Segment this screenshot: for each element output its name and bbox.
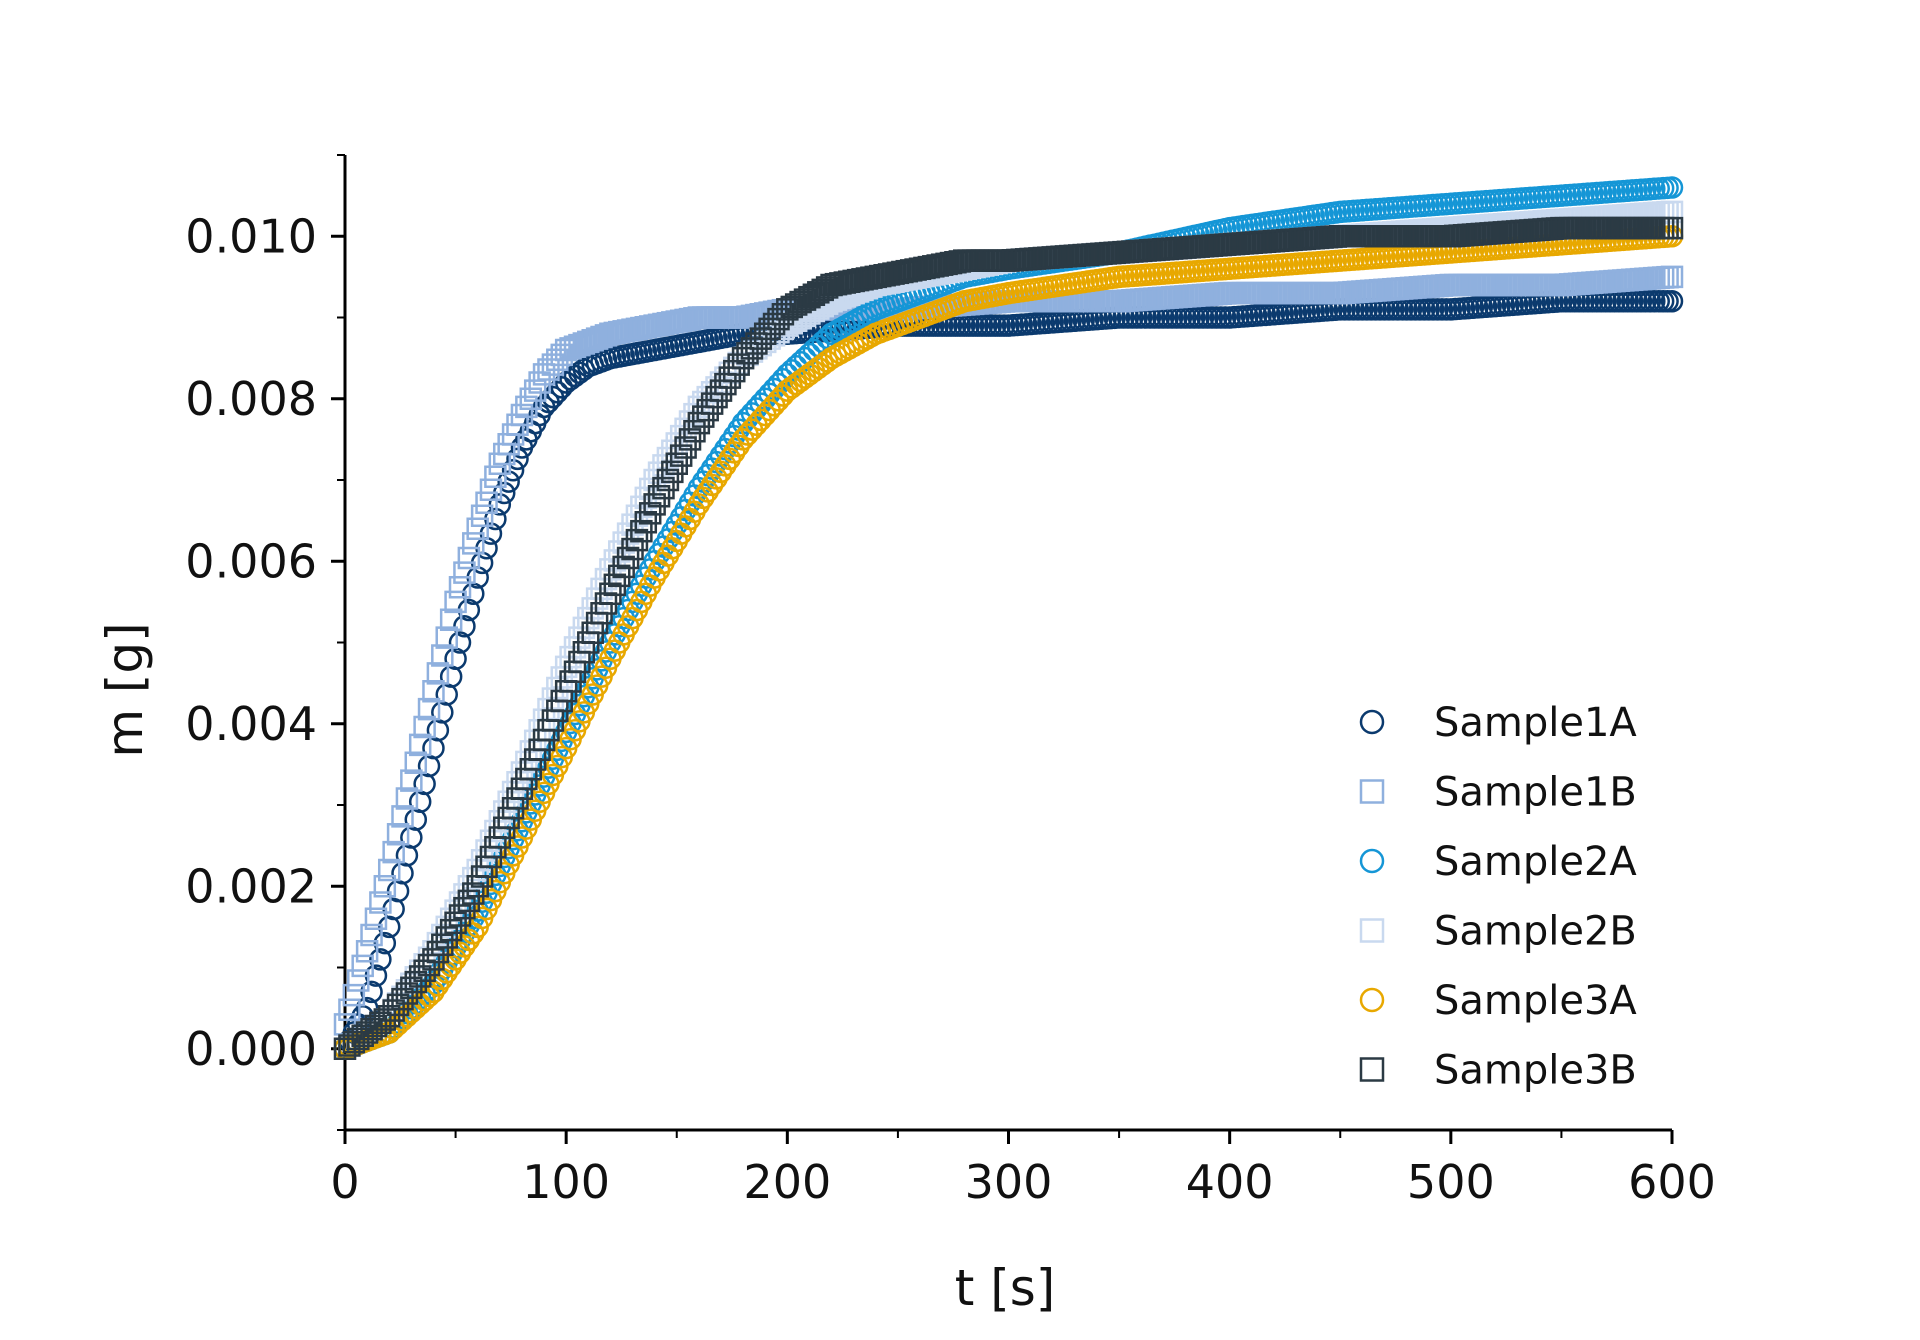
legend-label: Sample3B: [1434, 1048, 1637, 1094]
y-tick-label: 0.004: [185, 697, 317, 751]
x-tick-label: 300: [965, 1155, 1053, 1209]
x-tick-label: 600: [1628, 1155, 1716, 1209]
data-point: [475, 491, 498, 514]
data-point: [413, 715, 436, 739]
y-tick-label: 0.000: [185, 1022, 317, 1076]
data-point: [377, 858, 401, 882]
data-point: [435, 626, 458, 649]
data-point: [1660, 290, 1684, 313]
legend-item-sample1a: Sample1A: [1359, 700, 1637, 746]
legend-marker: [1359, 848, 1385, 874]
legend-item-sample1b: Sample1B: [1359, 770, 1637, 816]
data-point: [462, 532, 485, 555]
data-point: [479, 478, 503, 501]
data-point: [408, 733, 432, 757]
series-sample3b: [333, 216, 1684, 1060]
data-point: [426, 662, 450, 685]
data-point: [439, 608, 463, 631]
data-point: [453, 615, 476, 638]
legend-marker: [1359, 918, 1385, 943]
x-tick-label: 400: [1186, 1155, 1274, 1209]
data-point: [1660, 216, 1684, 240]
legend-marker: [1359, 1057, 1385, 1082]
plot-area: [333, 176, 1684, 1060]
data-point: [404, 751, 428, 774]
data-point: [457, 546, 481, 570]
data-point: [444, 590, 467, 614]
data-point: [369, 948, 392, 971]
y-tick-label: 0.002: [185, 859, 317, 913]
data-point: [355, 940, 379, 963]
data-point: [466, 517, 489, 540]
data-point: [351, 954, 374, 978]
y-axis-title: m [g]: [96, 622, 154, 757]
legend: Sample1A Sample1B Sample2A Sample2B Sample3A…: [1359, 700, 1637, 1094]
data-point: [448, 631, 472, 654]
axes: 0 100 200 300 400 500 600 0.000 0.002 0.004 0.006 0…: [185, 154, 1716, 1209]
y-tick-label: 0.008: [185, 372, 317, 426]
data-point: [448, 576, 472, 599]
data-point: [1660, 176, 1684, 199]
legend-label: Sample1A: [1434, 700, 1637, 746]
data-point: [369, 891, 392, 914]
legend-label: Sample1B: [1434, 770, 1637, 816]
legend-item-sample2a: Sample2A: [1359, 839, 1637, 885]
data-point: [417, 697, 441, 721]
x-tick-label: 100: [522, 1155, 610, 1209]
data-point: [395, 787, 419, 810]
data-point: [382, 840, 405, 864]
data-point: [342, 983, 366, 1007]
data-point: [470, 504, 494, 527]
legend-item-sample3a: Sample3A: [1359, 978, 1637, 1024]
data-point: [431, 644, 454, 667]
legend-marker: [1359, 987, 1385, 1013]
data-point: [347, 969, 370, 992]
legend-marker: [1359, 779, 1385, 804]
legend-label: Sample2B: [1434, 909, 1637, 955]
data-point: [400, 769, 423, 792]
legend-label: Sample2A: [1434, 839, 1637, 885]
legend-item-sample3b: Sample3B: [1359, 1048, 1637, 1094]
x-tick-label: 200: [743, 1155, 831, 1209]
data-point: [1660, 265, 1684, 289]
data-point: [391, 805, 414, 828]
data-point: [364, 907, 388, 930]
y-tick-label: 0.010: [185, 209, 317, 263]
x-tick-label: 0: [330, 1155, 359, 1209]
data-point: [386, 823, 410, 846]
data-point: [373, 931, 397, 955]
data-point: [453, 561, 476, 584]
legend-item-sample2b: Sample2B: [1359, 909, 1637, 955]
y-tick-label: 0.006: [185, 534, 317, 588]
legend-marker: [1359, 709, 1385, 735]
data-point: [373, 875, 397, 898]
data-point: [484, 465, 507, 488]
data-point: [360, 980, 383, 1004]
data-point: [422, 680, 445, 703]
x-tick-label: 500: [1407, 1155, 1495, 1209]
data-point: [338, 998, 361, 1021]
data-point: [360, 923, 383, 947]
x-axis-title: t [s]: [955, 1259, 1056, 1317]
legend-label: Sample3A: [1434, 978, 1637, 1024]
